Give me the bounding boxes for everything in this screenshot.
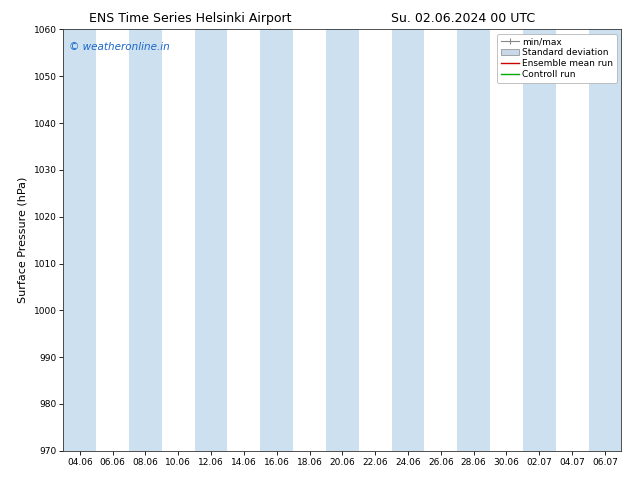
Bar [129, 29, 162, 451]
Bar [457, 29, 490, 451]
Bar [63, 29, 96, 451]
Bar [326, 29, 359, 451]
Y-axis label: Surface Pressure (hPa): Surface Pressure (hPa) [18, 177, 28, 303]
Bar [63, 29, 96, 451]
Bar [523, 29, 555, 451]
Bar [523, 29, 555, 451]
Bar [261, 29, 293, 451]
Bar [195, 29, 228, 451]
Text: Su. 02.06.2024 00 UTC: Su. 02.06.2024 00 UTC [391, 12, 535, 25]
Bar [588, 29, 621, 451]
Bar [457, 29, 490, 451]
Bar [129, 29, 162, 451]
Text: © weatheronline.in: © weatheronline.in [69, 42, 170, 52]
Bar [392, 29, 424, 451]
Bar [261, 29, 293, 451]
Bar [326, 29, 359, 451]
Legend: min/max, Standard deviation, Ensemble mean run, Controll run: min/max, Standard deviation, Ensemble me… [497, 34, 617, 82]
Bar [588, 29, 621, 451]
Text: ENS Time Series Helsinki Airport: ENS Time Series Helsinki Airport [89, 12, 292, 25]
